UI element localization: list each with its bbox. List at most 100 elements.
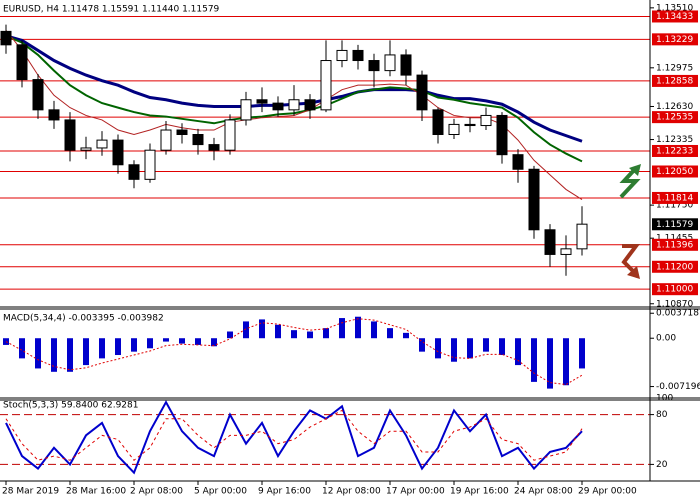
down-arrow [621, 244, 640, 274]
candle-body [560, 248, 572, 255]
level-label-box [652, 238, 698, 251]
y-tick-label: 1.13510 [656, 3, 693, 13]
candle-body [64, 119, 76, 151]
x-tick-label: 9 Apr 16:00 [258, 487, 311, 497]
y-tick-label: 0.00 [656, 334, 676, 344]
x-tick-label: 17 Apr 00:00 [386, 487, 445, 497]
candle-body [128, 164, 140, 180]
macd-bar [163, 338, 169, 342]
current-price-box [652, 218, 698, 231]
y-tick-label: 1.10870 [656, 299, 693, 309]
macd-bar [339, 318, 345, 339]
candle-body [80, 147, 92, 151]
stoch-line [5, 400, 583, 475]
y-tick-label: 80 [656, 410, 668, 420]
candle-body [0, 30, 12, 46]
x-tick-label: 12 Apr 08:00 [322, 487, 381, 497]
macd-bar [211, 338, 217, 347]
level-label: 1.12535 [656, 113, 693, 123]
macd-bar [99, 338, 105, 359]
macd-bar [387, 328, 393, 339]
level-label: 1.11200 [656, 262, 693, 272]
macd-bar [195, 338, 201, 345]
panel-title: MACD(5,34,4) -0.003395 -0.003982 [3, 314, 164, 324]
level-label-box [652, 144, 698, 157]
macd-bar [483, 338, 489, 352]
candle-body [256, 99, 268, 104]
candle-body [96, 139, 108, 149]
candle-body [368, 60, 380, 72]
candle-body [32, 79, 44, 111]
level-label: 1.12050 [656, 167, 693, 177]
macd-bar [275, 324, 281, 339]
level-label: 1.13229 [656, 35, 693, 45]
macd-bar [371, 321, 377, 339]
candle-body [176, 129, 188, 136]
candle-body [272, 102, 284, 111]
level-label-box [652, 10, 698, 23]
x-tick-label: 28 Mar 16:00 [66, 487, 126, 497]
macd-bar [243, 321, 249, 339]
candle-body [528, 168, 540, 231]
macd-bar [67, 338, 73, 372]
macd-bar [259, 319, 265, 339]
candle-body [160, 129, 172, 151]
level-label: 1.12858 [656, 76, 693, 86]
candle-body [352, 49, 364, 62]
macd-bar [35, 338, 41, 369]
candle-body [304, 99, 316, 111]
x-tick-label: 2 Apr 08:00 [130, 487, 183, 497]
y-tick-label: 20 [656, 460, 668, 470]
candle-body [512, 154, 524, 170]
macd-bar [291, 330, 297, 339]
level-label: 1.11396 [656, 240, 693, 250]
macd-bar [115, 338, 121, 356]
down-arrow-head [627, 266, 640, 279]
level-label-box [652, 283, 698, 296]
candle-body [544, 229, 556, 255]
macd-bar [19, 338, 25, 359]
chart-title: EURUSD, H4 1.11478 1.15591 1.11440 1.115… [3, 5, 220, 15]
y-tick-label: 0.003718 [656, 309, 699, 319]
level-label: 1.13433 [656, 12, 693, 22]
y-tick-label: 1.12975 [656, 63, 693, 73]
macd-bar [147, 338, 153, 349]
level-label-box [652, 260, 698, 273]
level-label-box [652, 74, 698, 87]
candle-body [112, 139, 124, 166]
macd-bar [467, 338, 473, 359]
macd-bar [563, 338, 569, 386]
candle-body [320, 60, 332, 111]
candle-body [240, 99, 252, 121]
macd-bar [531, 338, 537, 382]
x-tick-label: 19 Apr 16:00 [450, 487, 509, 497]
stoch-line [5, 409, 583, 461]
y-tick-label: -0.007196 [656, 382, 700, 392]
level-label: 1.11814 [656, 193, 693, 203]
y-tick-label: 1.12630 [656, 102, 693, 112]
macd-bar [547, 338, 553, 389]
y-tick-label: 1.11455 [656, 234, 693, 244]
candle-body [288, 99, 300, 111]
candle-body [208, 144, 220, 151]
candle-body [496, 114, 508, 156]
x-tick-label: 24 Apr 08:00 [514, 487, 573, 497]
up-arrow [619, 166, 641, 199]
current-price-label: 1.11579 [656, 220, 693, 230]
candle-body [464, 123, 476, 127]
macd-bar [419, 338, 425, 352]
macd-bar [355, 316, 361, 339]
macd-bar [131, 338, 137, 352]
candle-body [144, 149, 156, 180]
level-label-box [652, 165, 698, 178]
candle-body [576, 223, 588, 250]
macd-bar [499, 338, 505, 356]
macd-bar [435, 338, 441, 359]
candle-body [480, 114, 492, 127]
macd-bar [323, 328, 329, 339]
level-label-box [652, 111, 698, 124]
candle-body [224, 119, 236, 151]
macd-bar [51, 338, 57, 372]
plot-layer: 1.13510 1.12975 1.12630 1.12335 1.11750 1.114… [0, 3, 700, 497]
